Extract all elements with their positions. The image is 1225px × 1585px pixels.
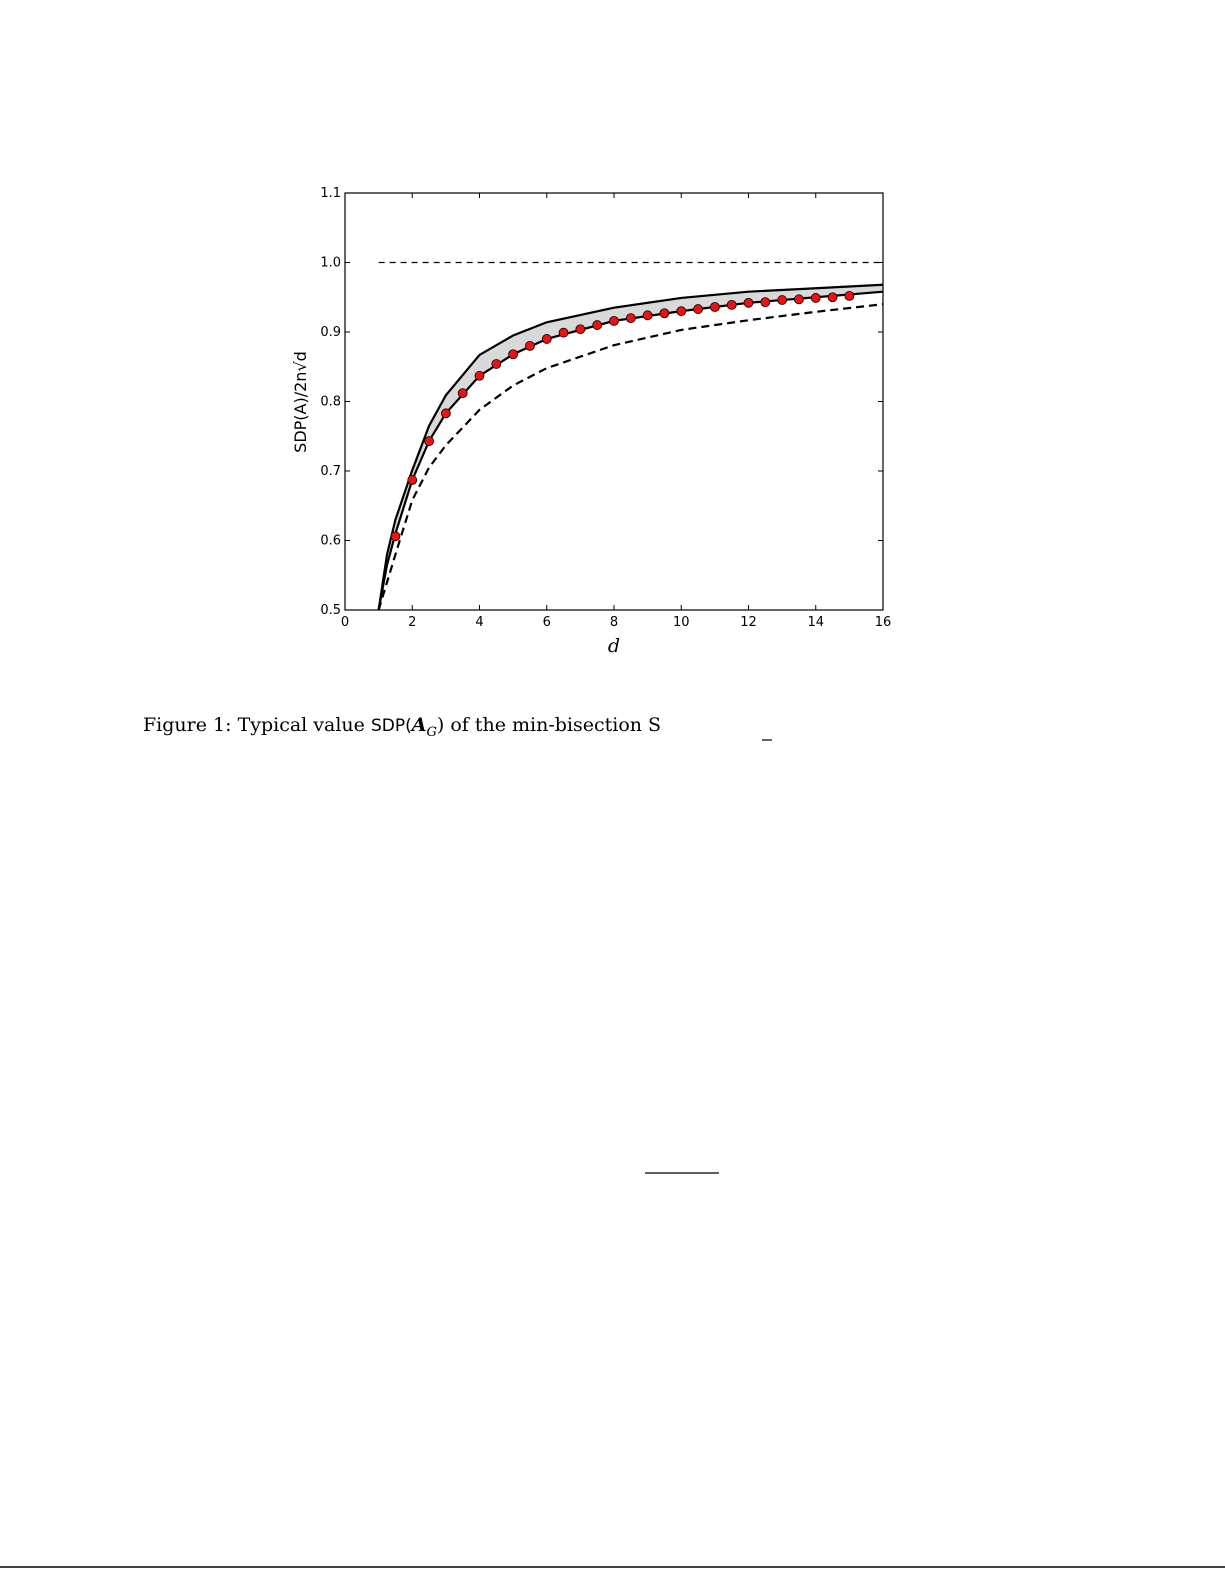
y-axis-label: SDP(A)/2n√d bbox=[291, 351, 310, 453]
data-point bbox=[827, 292, 838, 303]
x-tick-label: 14 bbox=[807, 615, 824, 630]
plot-frame bbox=[344, 192, 884, 611]
data-point bbox=[491, 359, 502, 369]
y-tick-label: 0.7 bbox=[320, 464, 341, 479]
data-point bbox=[508, 349, 519, 360]
data-point bbox=[525, 340, 535, 351]
x-tick-label: 8 bbox=[610, 615, 618, 630]
caption-text: ) of the min-bisection S bbox=[436, 714, 662, 736]
data-point bbox=[642, 310, 653, 321]
data-point bbox=[794, 294, 804, 305]
data-point bbox=[810, 293, 821, 303]
data-point bbox=[676, 306, 687, 317]
y-tick-label: 0.8 bbox=[320, 395, 341, 410]
y-tick-label: 1.0 bbox=[320, 256, 341, 271]
data-point bbox=[609, 315, 619, 326]
x-axis-label: d bbox=[608, 635, 620, 657]
y-tick-label: 1.1 bbox=[320, 186, 341, 201]
x-tick-label: 10 bbox=[673, 615, 690, 630]
x-tick-label: 4 bbox=[475, 615, 483, 630]
data-point bbox=[777, 295, 788, 305]
y-tick-label: 0.5 bbox=[320, 603, 341, 618]
y-tick-label: 0.9 bbox=[320, 325, 341, 340]
line bbox=[377, 283, 884, 611]
data-point bbox=[760, 297, 771, 308]
caption-label: Figure 1: bbox=[143, 714, 232, 736]
data-point bbox=[659, 308, 670, 319]
caption: Figure 1: Typical value SDP(AG) of the m… bbox=[143, 714, 661, 740]
caption-math: SDP( bbox=[370, 716, 412, 736]
data-point bbox=[474, 370, 485, 381]
data-point bbox=[743, 297, 754, 308]
data-point bbox=[625, 313, 636, 324]
x-tick-label: 16 bbox=[875, 615, 892, 630]
data-point bbox=[575, 324, 586, 335]
data-point bbox=[558, 327, 569, 338]
data-point bbox=[693, 304, 703, 314]
line bbox=[377, 290, 884, 611]
data-point bbox=[541, 334, 552, 344]
data-point bbox=[390, 531, 401, 542]
caption-math: A bbox=[411, 714, 427, 736]
data-point bbox=[457, 388, 468, 399]
data-point bbox=[424, 436, 434, 447]
data-point bbox=[726, 299, 737, 310]
data-point bbox=[440, 408, 451, 419]
data-point bbox=[592, 320, 603, 330]
data-point bbox=[709, 302, 720, 312]
x-tick-label: 6 bbox=[543, 615, 551, 630]
caption-text: Typical value bbox=[237, 714, 365, 736]
x-tick-label: 12 bbox=[740, 615, 757, 630]
caption-math: G bbox=[426, 724, 437, 740]
y-tick-label: 0.6 bbox=[320, 534, 341, 549]
data-point bbox=[407, 475, 418, 485]
chart: d SDP(A)/2n√d 0 2 4 6 8 10 12 14 16 0.5 0.6 0.7 0.8 0… bbox=[291, 186, 892, 657]
x-tick-label: 0 bbox=[341, 615, 349, 630]
data-point bbox=[844, 290, 855, 301]
dashed-line bbox=[377, 303, 884, 611]
x-tick-label: 2 bbox=[408, 615, 416, 630]
band bbox=[378, 284, 883, 610]
